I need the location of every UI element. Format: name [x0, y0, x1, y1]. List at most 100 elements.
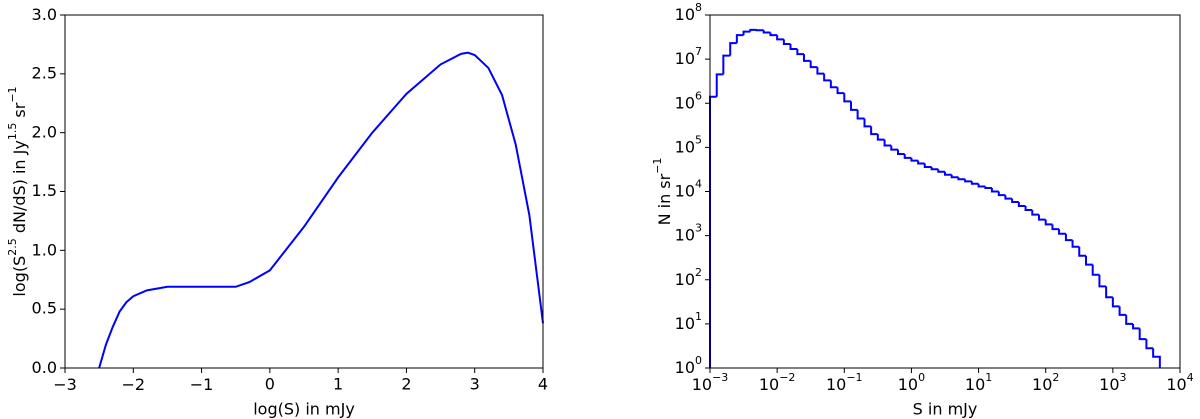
- tick-label-base: 10: [675, 225, 695, 244]
- y-axis-label: log(S2.5 dN/dS) in Jy1.5 sr−1: [6, 86, 29, 296]
- tick-label-base: 10: [675, 93, 695, 112]
- tick-label: 10−1: [826, 371, 863, 394]
- histogram-step: [883, 139, 892, 147]
- histogram-step: [1004, 195, 1013, 200]
- histogram-step: [856, 109, 865, 120]
- tick-label-exponent: 3: [695, 222, 702, 235]
- tick-label-base: 10: [675, 358, 695, 377]
- tick-label-base: 0.0: [32, 358, 57, 377]
- tick-label-base: −2: [121, 375, 145, 394]
- histogram-step: [1118, 306, 1127, 316]
- histogram-step: [802, 54, 811, 62]
- tick-label: 100: [898, 371, 925, 394]
- tick-label-base: 10: [965, 375, 985, 394]
- histogram-step: [729, 42, 737, 56]
- histogram-step: [1152, 348, 1161, 368]
- y-axis-label-part: 1.5: [6, 123, 19, 141]
- tick-label: 102: [675, 266, 702, 289]
- histogram-step: [776, 35, 784, 41]
- histogram-step: [1058, 229, 1066, 235]
- histogram-step: [1145, 339, 1154, 350]
- tick-label: 10−3: [692, 371, 729, 394]
- histogram-step: [917, 160, 925, 165]
- histogram-step: [937, 169, 945, 173]
- histogram-step: [1037, 214, 1046, 221]
- tick-label-exponent: 6: [695, 89, 702, 102]
- tick-label-base: 10: [675, 313, 695, 332]
- axes-frame: [709, 14, 1181, 369]
- histogram-step: [870, 126, 878, 136]
- histogram-step: [903, 153, 912, 159]
- tick-label-exponent: 0: [695, 354, 702, 367]
- histogram-step: [1024, 205, 1033, 212]
- tick-label-base: 10: [675, 181, 695, 200]
- tick-label-exponent: 2: [695, 266, 702, 279]
- tick-label: 0.5: [32, 299, 57, 318]
- histogram-step: [769, 32, 778, 37]
- histogram-step: [735, 34, 744, 44]
- tick-label-base: −3: [53, 375, 77, 394]
- histogram-step: [970, 181, 979, 185]
- y-axis-label-part: sr: [10, 102, 29, 122]
- tick-label-base: 10: [826, 375, 846, 394]
- tick-label-exponent: 3: [1120, 371, 1127, 384]
- tick-label-base: 3.0: [32, 5, 57, 24]
- histogram-step: [1078, 246, 1086, 257]
- histogram-step: [1051, 224, 1060, 231]
- tick-label-exponent: 4: [1187, 371, 1194, 384]
- tick-label: 1.0: [32, 240, 57, 259]
- histogram-step: [984, 186, 992, 190]
- histogram-step: [836, 87, 845, 95]
- tick-label: 0: [265, 375, 275, 394]
- histogram-step: [816, 67, 825, 75]
- tick-label-exponent: 5: [695, 133, 702, 146]
- tick-label-base: 10: [675, 5, 695, 24]
- histogram-step: [1098, 274, 1107, 288]
- histogram-step: [1071, 240, 1080, 248]
- histogram-step: [943, 171, 952, 176]
- y-axis-label-part: −1: [6, 86, 19, 102]
- tick-label: 10−2: [759, 371, 796, 394]
- histogram-step: [1084, 255, 1093, 266]
- tick-label-exponent: 1: [985, 371, 992, 384]
- tick-label: 0.0: [32, 358, 57, 377]
- tick-label: 104: [675, 178, 702, 201]
- tick-label: 101: [675, 310, 702, 333]
- tick-label-exponent: 8: [695, 1, 702, 14]
- histogram-step: [1111, 297, 1120, 308]
- histogram-step: [850, 101, 858, 111]
- tick-label: −2: [121, 375, 145, 394]
- tick-label-exponent: 1: [695, 310, 702, 323]
- tick-label-exponent: 2: [1052, 371, 1059, 384]
- tick-label-exponent: −2: [779, 371, 795, 384]
- histogram-step: [742, 30, 751, 36]
- tick-label-exponent: −1: [846, 371, 862, 384]
- histogram-step: [1017, 201, 1026, 207]
- histogram-step: [1044, 219, 1053, 226]
- histogram-step: [823, 73, 831, 82]
- histogram-step: [1031, 210, 1039, 216]
- tick-label: 1: [333, 375, 343, 394]
- histogram-step: [990, 188, 999, 193]
- histogram-step: [863, 118, 872, 128]
- tick-label: 2.5: [32, 63, 57, 82]
- tick-label: −1: [190, 375, 214, 394]
- histogram-step: [964, 179, 972, 183]
- histogram-step: [897, 149, 905, 155]
- histogram-step: [782, 39, 791, 46]
- tick-label: 100: [675, 354, 702, 377]
- tick-label-base: 10: [1032, 375, 1052, 394]
- y-axis-label: N in sr−1: [651, 158, 674, 226]
- y-axis-label-part: log(S: [10, 256, 29, 297]
- curve: [98, 51, 544, 369]
- histogram-step: [1105, 286, 1113, 299]
- histogram-step: [1138, 328, 1147, 341]
- tick-label-base: 10: [692, 375, 712, 394]
- histogram-step: [1011, 198, 1019, 203]
- tick-label: 102: [1032, 371, 1059, 394]
- y-axis-label-part: N in sr: [655, 173, 674, 225]
- tick-label: 3.0: [32, 5, 57, 24]
- tick-label: 108: [675, 1, 702, 24]
- tick-label: 103: [675, 222, 702, 245]
- histogram-step: [715, 73, 724, 97]
